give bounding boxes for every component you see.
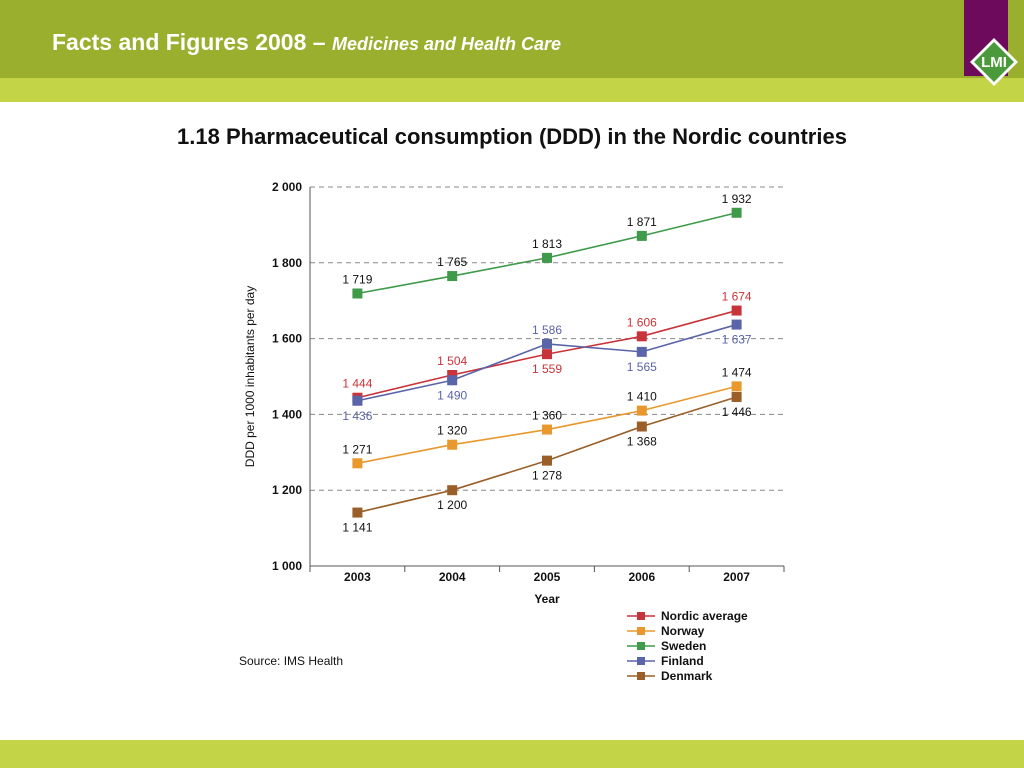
- data-label: 1 606: [627, 315, 657, 329]
- data-point: [731, 391, 742, 402]
- x-tick-label: 2004: [439, 570, 466, 584]
- data-point: [447, 369, 458, 380]
- legend-entry: Sweden: [661, 639, 706, 653]
- data-label: 1 410: [627, 390, 657, 404]
- page-title: 1.18 Pharmaceutical consumption (DDD) in…: [177, 124, 847, 149]
- legend-marker: [637, 627, 645, 635]
- header-subtitle: Medicines and Health Care: [331, 34, 562, 54]
- y-tick-label: 2 000: [272, 180, 302, 194]
- data-point: [447, 485, 458, 496]
- y-tick-label: 1 600: [272, 332, 302, 346]
- data-label: 1 368: [627, 435, 657, 449]
- line-chart: 1 000 1 200 1 400 1 600 1 800 2 000 2003 2004 20…: [232, 172, 792, 697]
- source-note: Source: IMS Health: [239, 654, 344, 668]
- data-point: [731, 305, 742, 316]
- data-label: 1 932: [722, 192, 752, 206]
- data-label: 1 436: [342, 409, 372, 423]
- legend-entry: Denmark: [661, 669, 713, 683]
- legend-entry: Finland: [661, 654, 704, 668]
- data-label: 1 200: [437, 498, 467, 512]
- data-label: 1 474: [722, 365, 752, 379]
- y-tick-label: 1 800: [272, 256, 302, 270]
- header-title: Facts and Figures 2008 – Medicines and H…: [52, 29, 561, 56]
- legend-marker: [637, 612, 645, 620]
- data-point: [352, 458, 363, 469]
- data-point: [352, 288, 363, 299]
- data-point: [636, 346, 647, 357]
- header-accent-bar: [0, 78, 1024, 102]
- data-point: [542, 349, 552, 360]
- data-point: [352, 507, 363, 518]
- data-labels: 1 444 1 504 1 559 1 606 1 674 1 271 1 320 1 360…: [342, 192, 752, 535]
- legend-marker: [637, 657, 645, 665]
- data-label: 1 504: [437, 354, 467, 368]
- y-tick-label: 1 200: [272, 483, 302, 497]
- data-point: [636, 331, 647, 342]
- data-label: 1 271: [342, 442, 372, 456]
- x-tick-label: 2005: [534, 570, 561, 584]
- data-label: 1 586: [532, 323, 562, 337]
- x-tick-label: 2006: [628, 570, 655, 584]
- data-point: [447, 271, 458, 282]
- legend-entry: Norway: [661, 624, 705, 638]
- header-title-main: Facts and Figures 2008 –: [52, 29, 326, 55]
- grid-lines: [310, 186, 784, 491]
- logo-text: LMI: [981, 54, 1007, 71]
- data-label: 1 719: [342, 272, 372, 286]
- x-axis-title: Year: [534, 592, 560, 606]
- data-point: [636, 421, 647, 432]
- x-tick-label: 2003: [344, 570, 371, 584]
- axes: 1 000 1 200 1 400 1 600 1 800 2 000 2003 2004 20…: [243, 180, 785, 606]
- lmi-logo: LMI: [968, 36, 1020, 93]
- data-point: [542, 252, 552, 263]
- data-label: 1 674: [722, 290, 752, 304]
- chart-svg: 1 000 1 200 1 400 1 600 1 800 2 000 2003 2004 20…: [243, 180, 785, 683]
- data-point: [352, 395, 363, 406]
- data-label: 1 765: [437, 255, 467, 269]
- data-point: [731, 319, 742, 330]
- legend-entry: Nordic average: [661, 609, 748, 623]
- data-label: 1 637: [722, 333, 752, 347]
- legend-marker: [637, 672, 645, 680]
- data-point: [542, 455, 552, 466]
- series-lines: [352, 207, 742, 518]
- data-point: [636, 230, 647, 241]
- y-tick-label: 1 000: [272, 559, 302, 573]
- header-bar: [0, 0, 1024, 78]
- data-point: [731, 381, 742, 392]
- data-point: [447, 439, 458, 450]
- y-axis-title: DDD per 1000 inhabitants per day: [243, 286, 257, 467]
- data-point: [542, 338, 552, 349]
- data-label: 1 565: [627, 360, 657, 374]
- data-label: 1 813: [532, 237, 562, 251]
- data-label: 1 278: [532, 469, 562, 483]
- data-label: 1 444: [342, 377, 372, 391]
- legend-marker: [637, 642, 645, 650]
- data-label: 1 871: [627, 215, 657, 229]
- data-point: [447, 375, 458, 386]
- x-tick-label: 2007: [723, 570, 750, 584]
- data-label: 1 141: [342, 521, 372, 535]
- data-label: 1 446: [722, 405, 752, 419]
- data-point: [636, 405, 647, 416]
- data-point: [542, 424, 552, 435]
- data-label: 1 490: [437, 388, 467, 402]
- data-label: 1 320: [437, 424, 467, 438]
- y-tick-label: 1 400: [272, 407, 302, 421]
- data-label: 1 360: [532, 409, 562, 423]
- data-label: 1 559: [532, 362, 562, 376]
- footer-bar: [0, 740, 1024, 768]
- data-point: [731, 207, 742, 218]
